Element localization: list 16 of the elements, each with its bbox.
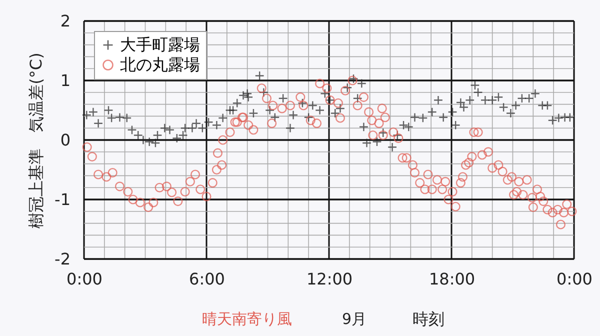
y-tick-label: 1 — [60, 71, 70, 90]
x-tick-label: 18:00 — [428, 270, 476, 288]
legend-label: 北の丸露場 — [120, 55, 200, 74]
x-tick-label: 12:00 — [306, 270, 353, 288]
x-tick-label: 0:00 — [66, 270, 102, 288]
y-tick-label: 2 — [60, 12, 70, 30]
legend-label: 大手町露場 — [120, 35, 200, 54]
x-tick-label: 6:00 — [189, 270, 225, 288]
x-tick-label: 0:00 — [556, 270, 592, 288]
y-tick-label: -2 — [54, 250, 70, 268]
y-tick-label: -1 — [54, 190, 70, 209]
x-axis-title: 時刻 — [412, 310, 444, 328]
y-axis-title: 樹冠上基準 気温差(°C) — [26, 52, 46, 228]
text: 9月 — [342, 310, 367, 328]
y-tick-label: 0 — [60, 130, 70, 150]
text: 晴天南寄り風 — [202, 310, 292, 328]
